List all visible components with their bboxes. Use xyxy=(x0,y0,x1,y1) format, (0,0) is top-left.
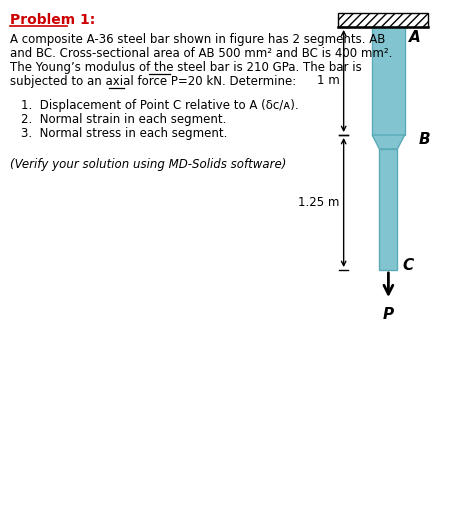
Text: C: C xyxy=(402,257,413,272)
Text: subjected to an axial force P=20 kN. Determine:: subjected to an axial force P=20 kN. Det… xyxy=(9,75,296,88)
Bar xyxy=(372,27,405,135)
Text: 1.25 m: 1.25 m xyxy=(299,196,340,209)
Text: 1.  Displacement of Point C relative to A (δᴄ/ᴀ).: 1. Displacement of Point C relative to A… xyxy=(21,99,299,112)
Text: 1 m: 1 m xyxy=(317,75,340,88)
Text: P: P xyxy=(383,307,394,322)
Polygon shape xyxy=(372,135,405,149)
Text: B: B xyxy=(419,131,430,146)
Text: A: A xyxy=(410,29,421,45)
Text: 3.  Normal stress in each segment.: 3. Normal stress in each segment. xyxy=(21,127,228,140)
Text: (Verify your solution using MD-Solids software): (Verify your solution using MD-Solids so… xyxy=(9,158,286,171)
Text: Problem 1:: Problem 1: xyxy=(9,13,95,27)
Text: 2.  Normal strain in each segment.: 2. Normal strain in each segment. xyxy=(21,113,226,126)
Text: The Young’s modulus of the steel bar is 210 GPa. The bar is: The Young’s modulus of the steel bar is … xyxy=(9,61,361,74)
Text: and BC. Cross-sectional area of AB 500 mm² and BC is 400 mm².: and BC. Cross-sectional area of AB 500 m… xyxy=(9,47,392,60)
Bar xyxy=(379,149,397,270)
Text: A composite A-36 steel bar shown in figure has 2 segments. AB: A composite A-36 steel bar shown in figu… xyxy=(9,33,385,46)
Bar xyxy=(338,13,428,27)
